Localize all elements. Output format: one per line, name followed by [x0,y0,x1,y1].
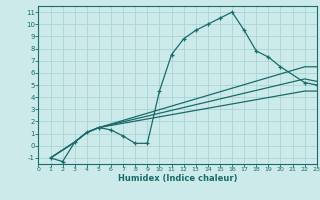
X-axis label: Humidex (Indice chaleur): Humidex (Indice chaleur) [118,174,237,183]
